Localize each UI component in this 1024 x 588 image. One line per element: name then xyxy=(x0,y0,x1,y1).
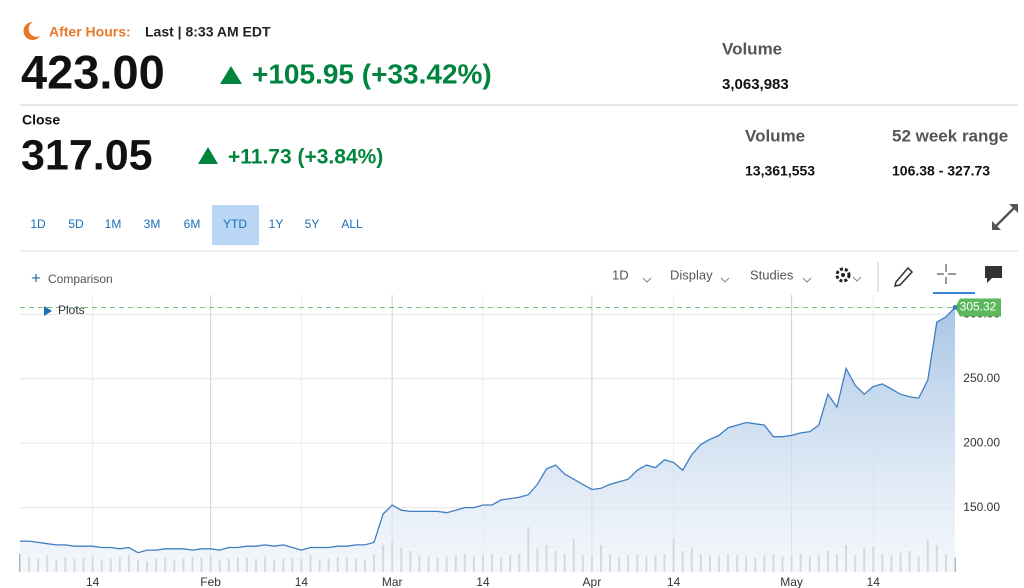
comparison-button[interactable]: Comparison xyxy=(48,272,113,286)
range-button[interactable]: ALL xyxy=(341,217,363,231)
range-value: 106.38 - 327.73 xyxy=(892,163,990,179)
range-button[interactable]: 1M xyxy=(105,217,122,231)
range-button[interactable]: 5D xyxy=(68,217,84,231)
x-tick-label: 14 xyxy=(867,575,881,588)
x-tick-label: Mar xyxy=(382,575,403,588)
after-hours-label: After Hours: xyxy=(49,24,131,40)
last-value-label: 305.32 xyxy=(960,300,997,314)
x-tick-label: 14 xyxy=(667,575,681,588)
interval-menu[interactable]: 1D xyxy=(612,267,629,282)
x-tick-label: Apr xyxy=(583,575,602,588)
range-button[interactable]: 1D xyxy=(30,217,46,231)
after-hours-change: +105.95 (+33.42%) xyxy=(252,58,492,89)
range-buttons: 1D 5D 1M 3M 6M YTD 1Y 5Y ALL xyxy=(30,205,363,245)
y-tick-label: 250.00 xyxy=(963,371,1000,385)
x-tick-label: 14 xyxy=(476,575,490,588)
plots-toggle[interactable] xyxy=(44,306,52,316)
chevron xyxy=(720,277,730,283)
close-label: Close xyxy=(22,112,60,128)
range-button[interactable]: YTD xyxy=(223,217,247,231)
up-arrow xyxy=(198,147,218,164)
y-tick-label: 150.00 xyxy=(963,500,1000,514)
x-tick-label: Feb xyxy=(200,575,221,588)
draw-icon[interactable] xyxy=(893,266,914,287)
volume-label: Volume xyxy=(722,39,782,58)
after-hours-price: 423.00 xyxy=(21,45,165,98)
display-menu[interactable]: Display xyxy=(670,267,713,282)
up-arrow xyxy=(220,66,242,84)
range-button[interactable]: 1Y xyxy=(269,217,284,231)
close-change: +11.73 (+3.84%) xyxy=(228,146,383,169)
active-range xyxy=(212,205,259,245)
after-hours-time: Last | 8:33 AM EDT xyxy=(145,24,271,40)
last-value-tag xyxy=(955,298,1001,317)
x-tick-label: 14 xyxy=(295,575,309,588)
range-button[interactable]: 6M xyxy=(184,217,201,231)
x-tick-label: 14 xyxy=(86,575,100,588)
close-price: 317.05 xyxy=(21,131,153,179)
plots-label[interactable]: Plots xyxy=(58,303,85,317)
y-tick-label: 200.00 xyxy=(963,435,1000,449)
volume-value: 13,361,553 xyxy=(745,163,815,179)
comment-icon[interactable] xyxy=(985,266,1002,283)
range-button[interactable]: 5Y xyxy=(305,217,320,231)
x-tick-label: May xyxy=(780,575,803,588)
studies-menu[interactable]: Studies xyxy=(750,267,794,282)
range-label: 52 week range xyxy=(892,126,1008,145)
volume-label: Volume xyxy=(745,126,805,145)
crosshair-icon[interactable] xyxy=(937,264,956,284)
chevron xyxy=(802,277,812,283)
plus-icon[interactable]: + xyxy=(31,268,41,287)
area-fill xyxy=(20,307,955,572)
settings-icon[interactable] xyxy=(835,267,862,283)
moon-icon xyxy=(23,21,40,40)
volume-value: 3,063,983 xyxy=(722,76,789,93)
price-line xyxy=(20,307,956,554)
expand-icon[interactable] xyxy=(992,204,1018,230)
chart: 150.00200.00250.00300.0014Feb14Mar14Apr1… xyxy=(19,295,1001,588)
chevron xyxy=(642,277,652,283)
last-point xyxy=(952,304,958,310)
range-button[interactable]: 3M xyxy=(144,217,161,231)
